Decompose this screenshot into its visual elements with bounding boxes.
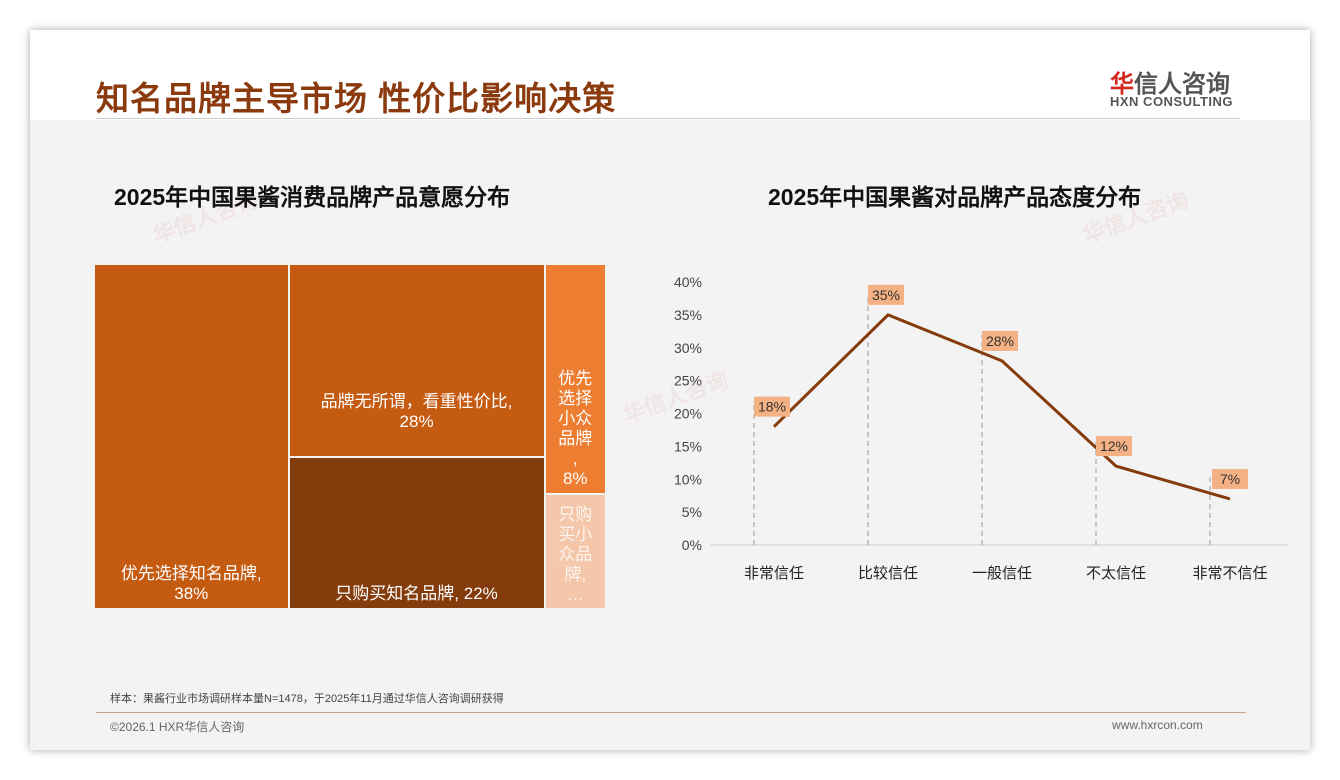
copyright: ©2026.1 HXR华信人咨询: [110, 720, 245, 734]
treemap-label: 只购买知名品牌, 22%: [335, 583, 498, 603]
treemap-label: 只购 买小 众品 牌, …: [558, 505, 593, 604]
sample-note: 样本：果酱行业市场调研样本量N=1478，于2025年11月通过华信人咨询调研获…: [110, 693, 504, 705]
data-label: 7%: [1220, 471, 1240, 487]
treemap-title: 2025年中国果酱消费品牌产品意愿分布: [114, 184, 511, 210]
slide: 知名品牌主导市场 性价比影响决策 华信人咨询 HXN CONSULTING 华信…: [30, 30, 1310, 750]
footer-divider: [96, 712, 1246, 713]
data-label: 35%: [872, 287, 900, 303]
x-tick-label: 非常不信任: [1192, 565, 1267, 582]
y-tick-label: 5%: [682, 504, 702, 520]
logo-text: 信人咨询: [1134, 71, 1230, 98]
page-title: 知名品牌主导市场 性价比影响决策: [96, 80, 617, 117]
data-label-bg: [868, 284, 904, 305]
treemap-cell: 优先 选择 小众 品牌 , 8%: [545, 265, 605, 493]
data-label-bg: [754, 396, 790, 417]
data-label-bg: [1212, 468, 1248, 489]
data-label-bg: [1096, 436, 1132, 457]
y-tick-label: 30%: [674, 340, 702, 356]
line-chart: 0% 5% 10% 15% 20% 25% 30% 35% 40% 非常信任 比较信任 一般信任 不太信…: [674, 274, 1288, 582]
data-label: 28%: [986, 333, 1014, 349]
logo-accent: 华: [1110, 71, 1134, 98]
data-label-bg: [982, 330, 1018, 351]
treemap-cell: 只购 买小 众品 牌, …: [545, 495, 605, 608]
treemap-label: 品牌无所谓，看重性价比, 28%: [320, 392, 513, 432]
treemap-label: 优先选择知名品牌, 38%: [120, 564, 262, 603]
y-tick-label: 20%: [674, 406, 702, 422]
series-line: [772, 313, 1231, 501]
header-divider: [96, 118, 1240, 119]
y-tick-label: 0%: [682, 537, 702, 553]
y-tick-label: 15%: [674, 438, 702, 454]
treemap-cell: 优先选择知名品牌, 38%: [95, 265, 288, 608]
line-chart-title: 2025年中国果酱对品牌产品态度分布: [768, 184, 1142, 210]
website-link[interactable]: www.hxrcon.com: [1112, 718, 1203, 732]
x-tick-label: 不太信任: [1086, 565, 1146, 582]
x-tick-label: 比较信任: [858, 564, 918, 582]
treemap-label: 优先 选择 小众 品牌 , 8%: [558, 369, 593, 488]
x-tick-label: 一般信任: [972, 565, 1032, 582]
data-label: 18%: [758, 399, 786, 415]
logo-subtext: HXN CONSULTING: [1110, 94, 1234, 109]
y-tick-label: 40%: [674, 274, 702, 290]
x-tick-label: 非常信任: [744, 565, 804, 582]
data-label: 12%: [1100, 438, 1128, 454]
y-tick-label: 10%: [674, 471, 702, 487]
treemap-cell: 只购买知名品牌, 22%: [289, 458, 544, 608]
treemap-cell: 品牌无所谓，看重性价比, 28%: [289, 265, 544, 457]
logo: 华信人咨询: [1110, 64, 1230, 99]
y-tick-label: 35%: [674, 307, 702, 323]
y-tick-label: 25%: [674, 373, 702, 389]
header-band: [30, 30, 1310, 120]
